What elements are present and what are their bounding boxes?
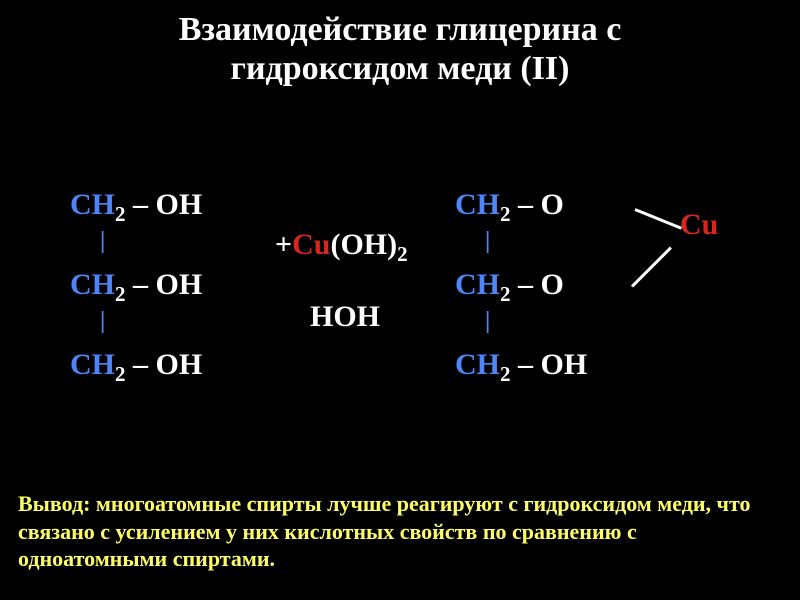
- slide-title: Взаимодействие глицерина с гидроксидом м…: [0, 0, 800, 88]
- subscript-2: 2: [500, 362, 511, 386]
- glycerin-row-3: CH2 – OH: [70, 350, 202, 380]
- ch2-group: CH: [70, 268, 115, 301]
- oh-group: OH: [156, 348, 203, 381]
- bond-dash: –: [126, 188, 156, 221]
- oh-group: OH: [156, 188, 203, 221]
- ch2-group: CH: [455, 268, 500, 301]
- ch2-group: CH: [70, 348, 115, 381]
- title-line-1: Взаимодействие глицерина с: [179, 11, 622, 48]
- subscript-2: 2: [500, 282, 511, 306]
- oh-paren: (OH): [330, 228, 397, 261]
- bond-vertical-icon: |: [100, 308, 105, 335]
- glycerate-row-2: CH2 – O: [455, 270, 587, 300]
- glycerin-row-2: CH2 – OH: [70, 270, 202, 300]
- ch2-group: CH: [70, 188, 115, 221]
- bond-dash: –: [511, 268, 541, 301]
- o-group: O: [541, 188, 564, 221]
- glycerate-row-1: CH2 – O: [455, 190, 587, 220]
- byproduct-hoh: HOH: [310, 300, 380, 334]
- subscript-2: 2: [115, 202, 126, 226]
- plus-sign: +: [275, 228, 292, 261]
- oh-group: OH: [541, 348, 588, 381]
- cu-text: Cu: [292, 228, 330, 261]
- glycerate-row-3: CH2 – OH: [455, 350, 587, 380]
- bond-dash: –: [126, 348, 156, 381]
- cu-bond-line-icon: [634, 208, 681, 230]
- subscript-2: 2: [500, 202, 511, 226]
- bond-vertical-icon: |: [100, 228, 105, 255]
- ch2-group: CH: [455, 188, 500, 221]
- subscript-2: 2: [115, 282, 126, 306]
- cu-bond-line-icon: [631, 247, 672, 288]
- cu-atom-label: Cu: [680, 208, 718, 242]
- bond-dash: –: [511, 188, 541, 221]
- bond-vertical-icon: |: [485, 228, 490, 255]
- reagent-cuoh2: +Cu(OH)2: [275, 228, 408, 262]
- slide-root: Взаимодействие глицерина с гидроксидом м…: [0, 0, 800, 600]
- conclusion-text: Вывод: многоатомные спирты лучше реагиру…: [18, 490, 782, 573]
- molecule-glycerate: CH2 – O CH2 – O CH2 – OH: [455, 190, 587, 380]
- title-line-2: гидроксидом меди (II): [231, 50, 570, 87]
- bond-dash: –: [511, 348, 541, 381]
- subscript-2: 2: [397, 242, 408, 266]
- o-group: O: [541, 268, 564, 301]
- bond-dash: –: [126, 268, 156, 301]
- ch2-group: CH: [455, 348, 500, 381]
- oh-group: OH: [156, 268, 203, 301]
- bond-vertical-icon: |: [485, 308, 490, 335]
- molecule-glycerin: CH2 – OH CH2 – OH CH2 – OH: [70, 190, 202, 380]
- subscript-2: 2: [115, 362, 126, 386]
- glycerin-row-1: CH2 – OH: [70, 190, 202, 220]
